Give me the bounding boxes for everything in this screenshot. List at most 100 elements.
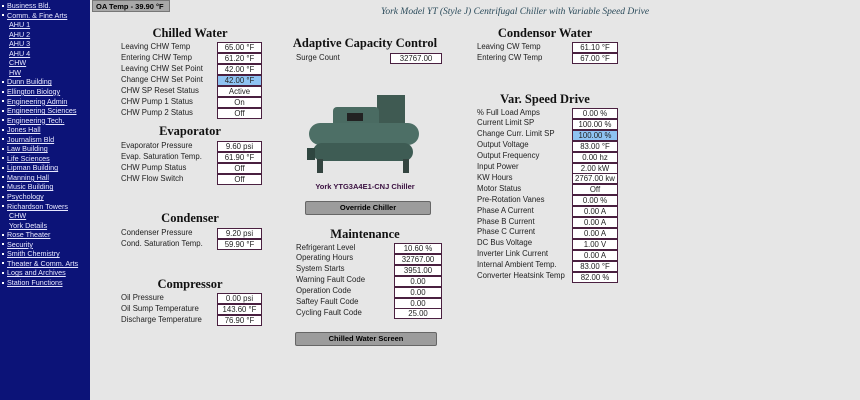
value-display: 9.60 psi — [217, 141, 262, 152]
value-display: 1.00 V — [572, 238, 618, 250]
sidebar-item[interactable]: Music Building — [0, 182, 53, 191]
value-display: 61.20 °F — [217, 53, 262, 64]
value-display: 10.60 % — [394, 243, 442, 254]
value-display: 76.90 °F — [217, 315, 262, 326]
section-title: Adaptive Capacity Control — [292, 36, 438, 50]
field-label: Oil Pressure — [121, 292, 164, 302]
sidebar-item[interactable]: Engineering Admin — [0, 97, 67, 106]
value-display: 143.60 °F — [217, 304, 262, 315]
sidebar-item[interactable]: York Details — [9, 221, 47, 230]
sidebar-item[interactable]: Smith Chemistry — [0, 249, 60, 258]
sidebar-item-label: AHU 3 — [9, 39, 31, 49]
section-title: Maintenance — [330, 227, 400, 241]
sidebar-item-label: Engineering Sciences — [7, 106, 77, 116]
sidebar-item[interactable]: HW — [9, 68, 21, 77]
sidebar-item-label: Comm. & Fine Arts — [7, 10, 68, 20]
value-display: 2.00 kW — [572, 162, 618, 174]
field-label: Change Curr. Limit SP — [477, 129, 555, 139]
sidebar-item[interactable]: Ellington Biology — [0, 87, 60, 96]
sidebar-item-label: Manning Hall — [7, 172, 49, 182]
sidebar-item-label: Smith Chemistry — [7, 249, 60, 259]
sidebar-item-label: HW — [9, 67, 21, 77]
sidebar-item[interactable]: Theater & Comm. Arts — [0, 259, 78, 268]
sidebar-item[interactable]: Dunn Building — [0, 77, 52, 86]
bullet-icon — [2, 109, 4, 112]
section-title: Compressor — [157, 277, 223, 291]
sidebar-item-label: Richardson Towers — [7, 201, 68, 211]
bullet-icon — [2, 100, 4, 103]
sidebar-item[interactable]: Station Functions — [0, 278, 63, 287]
sidebar-item[interactable]: AHU 1 — [9, 20, 30, 29]
section-title: Chilled Water — [152, 26, 228, 40]
field-label: CHW Pump Status — [121, 162, 187, 172]
field-label: Operation Code — [296, 286, 352, 296]
sidebar-item[interactable]: Manning Hall — [0, 173, 49, 182]
page-title: York Model YT (Style J) Centrifugal Chil… — [380, 7, 650, 17]
sidebar-item-label: York Details — [9, 220, 48, 230]
bullet-icon — [2, 243, 4, 246]
sidebar-item-label: Theater & Comm. Arts — [7, 258, 79, 268]
value-display: 0.00 A — [572, 206, 618, 218]
bullet-icon — [2, 233, 4, 236]
sidebar-item[interactable]: Psychology — [0, 192, 44, 201]
sidebar-item[interactable]: Engineering Sciences — [0, 106, 77, 115]
sidebar-item[interactable]: Rose Theater — [0, 230, 50, 239]
sidebar-item[interactable]: Comm. & Fine Arts — [0, 11, 67, 20]
sidebar-item[interactable]: Logs and Archives — [0, 268, 66, 277]
chilled-water-screen-button[interactable]: Chilled Water Screen — [295, 332, 437, 346]
sidebar-item[interactable]: CHW — [9, 211, 26, 220]
field-label: CHW SP Reset Status — [121, 85, 199, 95]
sidebar-item-label: CHW — [9, 211, 27, 221]
section-title: Evaporator — [159, 124, 221, 138]
field-label: Phase B Current — [477, 216, 535, 226]
bullet-icon — [2, 176, 4, 179]
sidebar-item[interactable]: Richardson Towers — [0, 202, 68, 211]
field-label: CHW Flow Switch — [121, 173, 184, 183]
sidebar-item[interactable]: AHU 3 — [9, 39, 30, 48]
field-label: Discharge Temperature — [121, 314, 202, 324]
sidebar-item[interactable]: CHW — [9, 58, 26, 67]
sidebar-item[interactable]: Life Sciences — [0, 154, 50, 163]
field-label: System Starts — [296, 264, 345, 274]
sidebar-item[interactable]: AHU 2 — [9, 30, 30, 39]
field-label: Phase C Current — [477, 227, 536, 237]
sidebar-item[interactable]: Security — [0, 240, 33, 249]
bullet-icon — [2, 252, 4, 255]
bullet-icon — [2, 119, 4, 122]
bullet-icon — [2, 147, 4, 150]
field-label: Refrigerant Level — [296, 242, 356, 252]
sidebar-item-label: Station Functions — [7, 277, 63, 287]
override-chiller-button[interactable]: Override Chiller — [305, 201, 431, 215]
bullet-icon — [2, 195, 4, 198]
section-title: Var. Speed Drive — [500, 92, 590, 106]
sidebar-item[interactable]: Business Bld. — [0, 1, 51, 10]
field-label: Inverter Link Current — [477, 249, 549, 259]
value-display: 0.00 % — [572, 108, 618, 119]
value-display: 0.00 A — [572, 217, 618, 228]
field-label: Cond. Saturation Temp. — [121, 238, 203, 248]
field-label: Operating Hours — [296, 253, 354, 263]
field-label: Input Power — [477, 162, 519, 171]
field-label: Internal Ambient Temp. — [477, 260, 557, 270]
field-label: Output Frequency — [477, 151, 540, 161]
sidebar-item-label: Engineering Tech. — [7, 115, 65, 125]
field-label: Current Limit SP — [477, 118, 535, 128]
bullet-icon — [2, 138, 4, 141]
sidebar-item[interactable]: Journalism Bld — [0, 135, 54, 144]
value-display: 59.90 °F — [217, 239, 262, 250]
sidebar-item-label: Ellington Biology — [7, 86, 61, 96]
sidebar-item[interactable]: AHU 4 — [9, 49, 30, 58]
bullet-icon — [2, 166, 4, 169]
sidebar-item[interactable]: Law Building — [0, 144, 48, 153]
value-display: Active — [217, 86, 262, 97]
value-display: 3951.00 — [394, 264, 442, 276]
value-display: On — [217, 97, 262, 108]
sidebar-item-label: AHU 4 — [9, 48, 31, 58]
sidebar-item-label: Journalism Bld — [7, 134, 55, 144]
bullet-icon — [2, 128, 4, 131]
sidebar-item[interactable]: Lipman Building — [0, 163, 58, 172]
sidebar-item[interactable]: Engineering Tech. — [0, 116, 64, 125]
setpoint-input[interactable]: 42.00 °F — [217, 75, 262, 86]
setpoint-input[interactable]: 100.00 % — [572, 129, 618, 141]
sidebar-item[interactable]: Jones Hall — [0, 125, 41, 134]
